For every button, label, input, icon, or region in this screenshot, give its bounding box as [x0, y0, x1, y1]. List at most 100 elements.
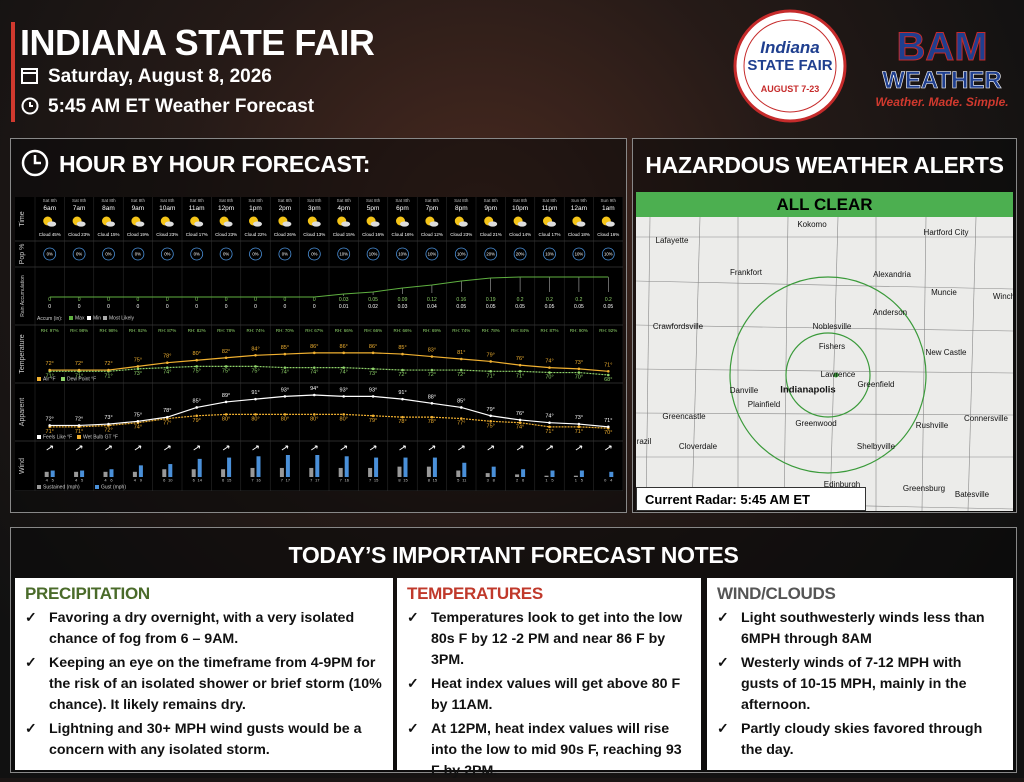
feels-label: 72°: [75, 416, 83, 422]
range-ring: [785, 332, 871, 418]
air-label: 84°: [251, 346, 259, 352]
dew-label: 74°: [310, 370, 318, 376]
feels-point: [342, 395, 346, 398]
town-label: Indianapolis: [780, 385, 835, 396]
wetbulb-label: 78°: [398, 419, 406, 425]
feels-label: 73°: [575, 415, 583, 421]
dew-point: [518, 370, 522, 373]
pop-circle: [454, 247, 468, 261]
gust-bar: [491, 466, 496, 477]
feels-label: 75°: [134, 412, 142, 418]
county-line: [636, 280, 1013, 290]
pop-circle: [484, 247, 498, 261]
feels-label: 88°: [428, 394, 436, 400]
dew-label: 71°: [104, 373, 112, 379]
note-heading: TEMPERATURES: [407, 584, 543, 603]
hour: 9pm: [484, 205, 497, 212]
wind-arrow: [164, 445, 171, 451]
title: INDIANA STATE FAIR: [20, 22, 375, 63]
air-point: [342, 351, 346, 355]
wind-arrow: [311, 445, 318, 451]
pop-circle: [102, 247, 115, 261]
dew-label: 74°: [340, 370, 348, 376]
row-label: Rain Accumulation: [20, 275, 26, 317]
pop-circle: [572, 247, 586, 261]
wind-arrow: [428, 445, 436, 451]
wind-arrow: [516, 445, 524, 451]
row-label: Temperature: [19, 334, 26, 373]
date: Sun 9th: [601, 198, 617, 203]
wind-arrow: [105, 445, 112, 451]
sustained-value: 1: [545, 478, 548, 483]
feels-point: [77, 424, 81, 427]
sustained-value: 4: [46, 478, 49, 483]
dew-label: 74°: [163, 370, 171, 376]
pop: 0%: [311, 252, 317, 257]
wetbulb-label: 70°: [604, 430, 612, 436]
feels-label: 71°: [604, 418, 612, 424]
air-point: [518, 363, 522, 367]
rh: RH: 66%: [393, 328, 411, 333]
rain-likely: 0.02: [368, 304, 378, 310]
date: Sat 8th: [43, 198, 58, 203]
air-label: 85°: [281, 345, 289, 351]
radar-map: Kokomo Hartford City Lafayette Frankfort Ale…: [636, 217, 1013, 511]
air-point: [460, 357, 463, 361]
sustained-bar: [573, 475, 578, 477]
cloud: Cloud 14%: [509, 232, 531, 237]
hour: 12pm: [218, 205, 234, 212]
sustained-bar: [456, 470, 461, 477]
sustained-value: 4: [104, 478, 107, 483]
rain-max: 0.2: [605, 297, 612, 303]
air-point: [224, 356, 228, 360]
logos: Indiana STATE FAIR AUGUST 7-23 BAM WEATH…: [733, 9, 1009, 123]
wetbulb-label: 79°: [369, 418, 377, 424]
rain-max: 0.19: [486, 297, 496, 303]
row-label: Apparent: [19, 398, 26, 426]
cloud-icon: [164, 221, 174, 227]
sustained-bar: [250, 467, 255, 477]
rain-likely: 0.01: [339, 304, 349, 310]
cloud: Cloud 17%: [538, 232, 560, 237]
sustained-value: 6: [193, 478, 196, 483]
rain-likely: 0: [166, 304, 169, 310]
hour: 5pm: [367, 205, 380, 212]
sustained-value: 0: [604, 478, 607, 483]
cloud: Cloud 23%: [215, 232, 237, 237]
date: Sat 8th: [160, 198, 175, 203]
legend-swatch: [37, 435, 41, 439]
gust-bar: [168, 464, 173, 477]
gust-bar: [579, 470, 584, 477]
legend-label: Wet Bulb GT °F: [83, 435, 118, 441]
county-line: [921, 217, 927, 511]
rain-max: 0.2: [546, 297, 553, 303]
date: Sat 8th: [101, 198, 116, 203]
gust-value: 8: [493, 478, 496, 483]
hour: 10am: [159, 205, 175, 212]
wind-arrow: [575, 445, 583, 451]
gust-value: 5: [551, 478, 554, 483]
note-item: Westerly winds of 7-12 MPH with gusts of…: [717, 653, 1003, 716]
alerts-panel: HAZARDOUS WEATHER ALERTS ALL CLEAR Kokom…: [632, 138, 1017, 513]
wind-arrow: [134, 445, 142, 451]
cloud-icon: [106, 221, 115, 227]
gust-bar: [80, 470, 85, 477]
cloud: Cloud 16%: [597, 232, 619, 237]
rh: RH: 66%: [364, 328, 382, 333]
feels-point: [548, 421, 551, 424]
town-label: Lawrence: [821, 370, 856, 379]
note-list: Favoring a dry overnight, with a very is…: [25, 608, 383, 761]
rh: RH: 74%: [452, 328, 470, 333]
gust-value: 15: [403, 478, 408, 483]
air-point: [430, 355, 434, 358]
wind-arrow: [369, 445, 377, 451]
legend-swatch: [37, 377, 41, 381]
legend-swatch: [95, 485, 99, 489]
air-label: 83°: [428, 348, 436, 354]
cloud: Cloud 45%: [39, 232, 61, 237]
hour: 8pm: [455, 205, 468, 212]
dew-point: [342, 366, 346, 369]
rh: RH: 84%: [511, 328, 529, 333]
date: Sat 8th: [513, 198, 528, 203]
wind-arrow: [46, 445, 54, 451]
